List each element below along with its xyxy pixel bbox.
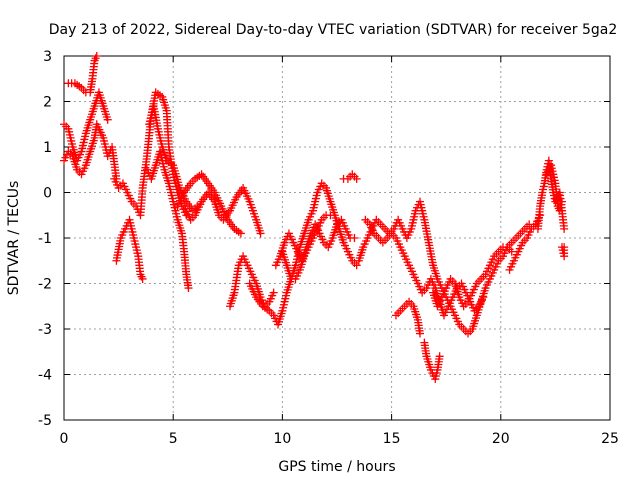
x-axis-label: GPS time / hours [278,459,395,475]
chart-title: Day 213 of 2022, Sidereal Day-to-day VTE… [49,22,618,38]
x-tick-label: 10 [273,431,291,447]
data-point [435,352,444,361]
data-point [184,284,193,293]
data-point [415,329,424,338]
y-axis-label: SDTVAR / TECUs [6,181,22,296]
y-tick-label: 2 [43,95,52,111]
y-tick-label: 0 [43,186,52,202]
data-point [103,115,112,124]
data-point [256,229,265,238]
data-point [350,234,359,242]
y-tick-labels: 3 2 1 0 -1 -2 -3 -4 -5 [38,49,52,429]
x-tick-label: 0 [60,431,69,447]
data-point [326,211,335,220]
axis-ticks [63,55,611,421]
x-tick-label: 5 [169,431,178,447]
x-tick-labels: 0 5 10 15 20 25 [60,431,619,447]
data-point [92,52,101,60]
data-point [560,224,569,233]
y-tick-label: -3 [38,322,52,338]
data-point [557,197,566,206]
y-tick-label: 1 [43,140,52,156]
x-tick-label: 15 [383,431,401,447]
data-markers [60,52,569,384]
data-point [352,261,361,270]
data-point [479,293,488,302]
y-tick-label: -4 [38,368,52,384]
x-tick-label: 25 [601,431,619,447]
y-tick-label: -1 [38,231,52,247]
y-tick-label: 3 [43,49,52,65]
data-point [236,229,245,238]
data-point [560,243,569,252]
data-point [138,274,147,283]
y-tick-label: -5 [38,413,52,429]
y-tick-label: -2 [38,277,52,293]
data-point [269,288,278,297]
data-point [352,174,361,183]
x-tick-label: 20 [492,431,510,447]
